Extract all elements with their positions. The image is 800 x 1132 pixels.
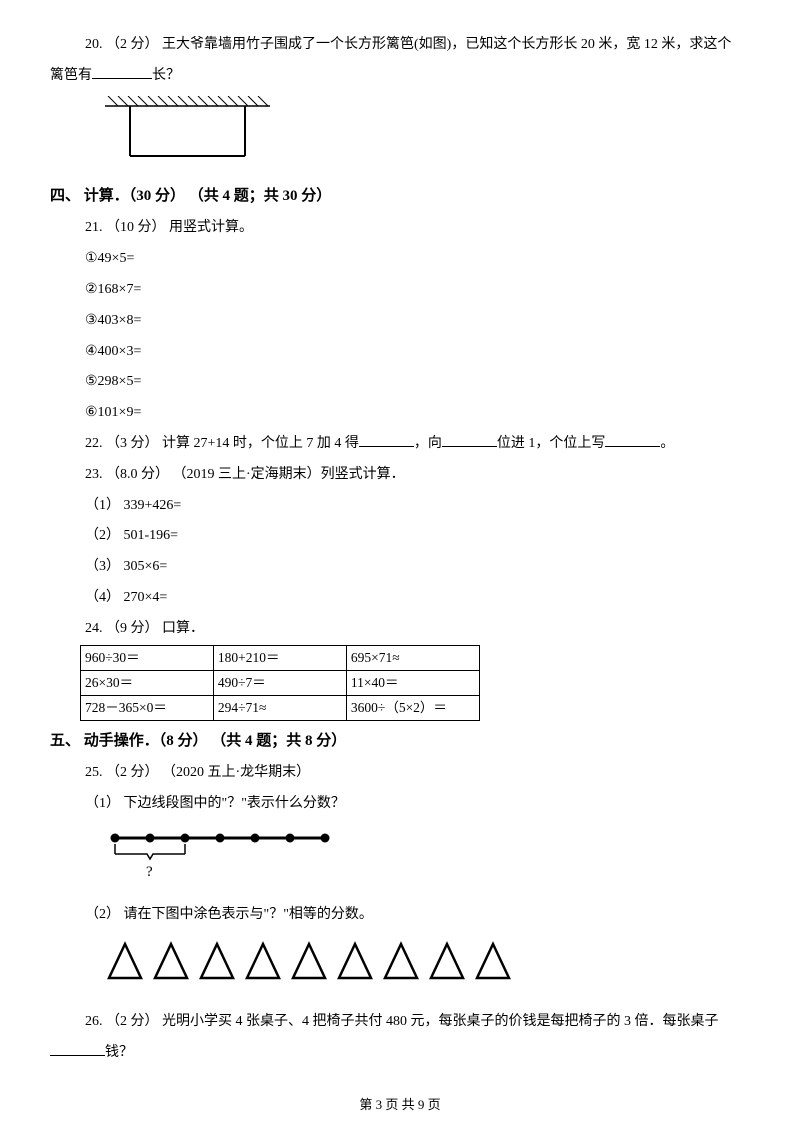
cell: 11×40＝ xyxy=(346,670,479,695)
q22-blank2[interactable] xyxy=(442,433,497,447)
q23-item-3: （4） 270×4= xyxy=(50,583,750,614)
cell: 695×71≈ xyxy=(346,645,479,670)
q22-d: 。 xyxy=(660,436,674,451)
triangles-svg xyxy=(105,940,525,984)
q23-item-1: （2） 501-196= xyxy=(50,521,750,552)
q26-blank[interactable] xyxy=(50,1042,105,1056)
q26-line1: 26. （2 分） 光明小学买 4 张桌子、4 把椅子共付 480 元，每张桌子… xyxy=(50,1007,750,1038)
q23-item-2: （3） 305×6= xyxy=(50,552,750,583)
q22-c: 位进 1，个位上写 xyxy=(497,436,606,451)
q23-item-0: （1） 339+426= xyxy=(50,491,750,522)
q24-table: 960÷30＝ 180+210＝ 695×71≈ 26×30＝ 490÷7＝ 1… xyxy=(80,645,480,722)
q20-l2b: 长？ xyxy=(152,68,180,83)
q26-line2: 钱？ xyxy=(50,1038,750,1069)
q26-b: 钱？ xyxy=(105,1045,133,1060)
q22-blank1[interactable] xyxy=(359,433,414,447)
segment-q-label: ? xyxy=(146,864,153,880)
cell: 180+210＝ xyxy=(213,645,346,670)
q25-sub1: （1） 下边线段图中的"？"表示什么分数？ xyxy=(50,789,750,820)
q23-title: 23. （8.0 分） （2019 三上·定海期末）列竖式计算． xyxy=(50,460,750,491)
fence-figure xyxy=(105,96,750,177)
cell: 728－365×0＝ xyxy=(81,696,214,721)
q22-blank3[interactable] xyxy=(605,433,660,447)
q21-title: 21. （10 分） 用竖式计算。 xyxy=(50,213,750,244)
page-footer: 第 3 页 共 9 页 xyxy=(0,1091,800,1120)
table-row: 960÷30＝ 180+210＝ 695×71≈ xyxy=(81,645,480,670)
triangles-figure xyxy=(105,940,750,997)
q22-a: 22. （3 分） 计算 27+14 时，个位上 7 加 4 得 xyxy=(85,436,359,451)
q22-line: 22. （3 分） 计算 27+14 时，个位上 7 加 4 得 ，向 位进 1，个… xyxy=(50,429,750,460)
table-row: 728－365×0＝ 294÷71≈ 3600÷（5×2）＝ xyxy=(81,696,480,721)
q20-line1: 20. （2 分） 王大爷靠墙用竹子围成了一个长方形篱笆(如图)，已知这个长方形… xyxy=(50,30,750,61)
table-row: 26×30＝ 490÷7＝ 11×40＝ xyxy=(81,670,480,695)
section5-title: 五、 动手操作．（8 分） （共 4 题；共 8 分） xyxy=(50,725,750,758)
q20-blank[interactable] xyxy=(92,65,152,79)
q21-item-3: ④400×3= xyxy=(50,337,750,368)
segment-figure: ? xyxy=(105,826,750,894)
cell: 26×30＝ xyxy=(81,670,214,695)
q20-line2: 篱笆有 长？ xyxy=(50,61,750,92)
q21-item-5: ⑥101×9= xyxy=(50,398,750,429)
q21-item-1: ②168×7= xyxy=(50,275,750,306)
cell: 3600÷（5×2）＝ xyxy=(346,696,479,721)
q24-title: 24. （9 分） 口算． xyxy=(50,614,750,645)
q20-l2a: 篱笆有 xyxy=(50,68,92,83)
cell: 294÷71≈ xyxy=(213,696,346,721)
section4-title: 四、 计算．（30 分） （共 4 题；共 30 分） xyxy=(50,180,750,213)
q21-item-0: ①49×5= xyxy=(50,244,750,275)
q25-sub2: （2） 请在下图中涂色表示与"？"相等的分数。 xyxy=(50,900,750,931)
q21-item-4: ⑤298×5= xyxy=(50,367,750,398)
cell: 490÷7＝ xyxy=(213,670,346,695)
q22-b: ，向 xyxy=(414,436,442,451)
q21-item-2: ③403×8= xyxy=(50,306,750,337)
cell: 960÷30＝ xyxy=(81,645,214,670)
q25-title: 25. （2 分） （2020 五上·龙华期末） xyxy=(50,758,750,789)
